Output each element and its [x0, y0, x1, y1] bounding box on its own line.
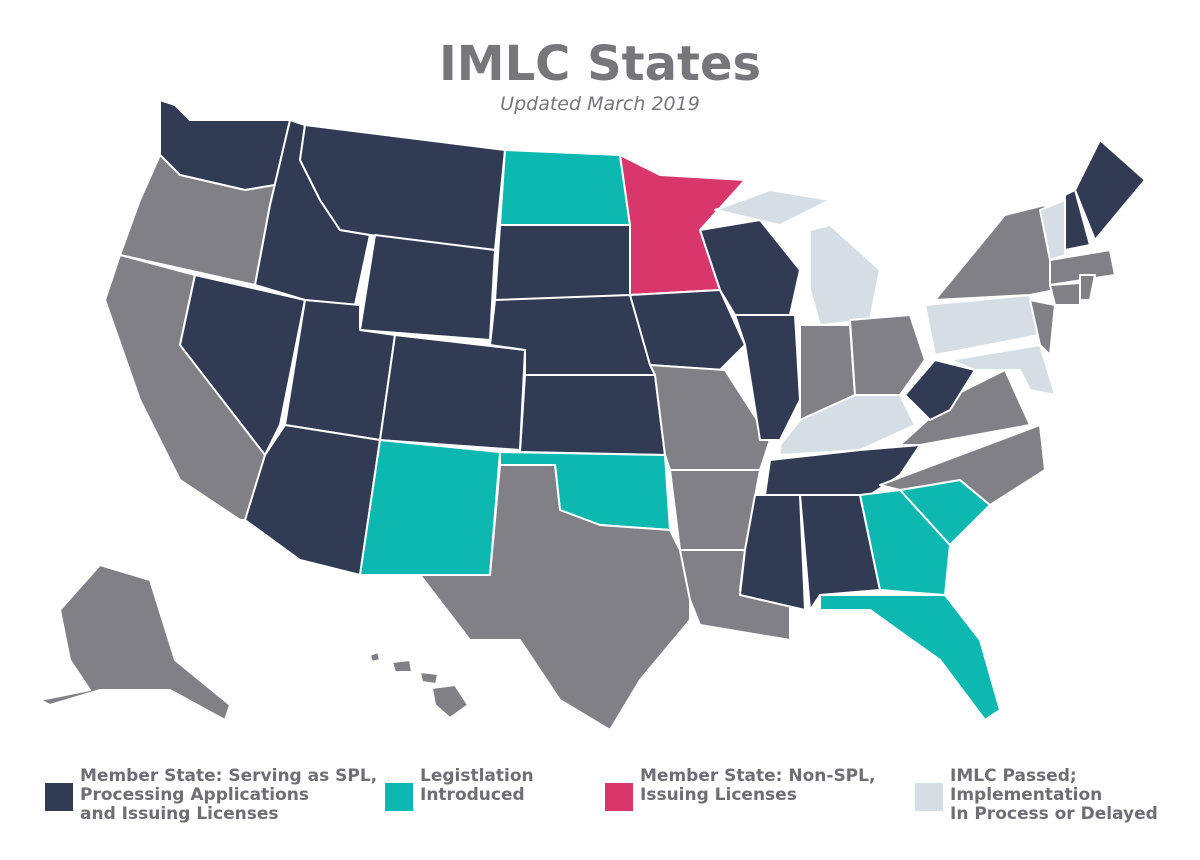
legend-line: Processing Applications: [80, 785, 309, 805]
state: [431, 684, 469, 719]
state: [629, 289, 746, 371]
legend-swatch: [385, 783, 413, 811]
state: [369, 651, 381, 663]
legend-label: Member State: Non-SPL, Issuing Licenses: [640, 766, 875, 805]
legend-line: Implementation: [950, 785, 1102, 805]
legend-swatch: [45, 783, 73, 811]
state: [859, 489, 951, 596]
state: [879, 424, 1046, 506]
state: [1049, 282, 1081, 306]
state: [714, 189, 831, 226]
state: [734, 314, 801, 441]
legend-line: Introduced: [420, 785, 525, 805]
legend-line: Member State: Non-SPL,: [640, 766, 875, 786]
state: [904, 359, 976, 421]
state: [1074, 139, 1146, 241]
legend-line: Issuing Licenses: [640, 785, 797, 805]
legend-line: Member State: Serving as SPL,: [80, 766, 377, 786]
state: [849, 314, 926, 396]
legend-label: Member State: Serving as SPL, Processing …: [80, 766, 377, 824]
legend-line: IMLC Passed;: [950, 766, 1077, 786]
state: [934, 204, 1056, 301]
us-map: [39, 99, 1146, 731]
state: [924, 294, 1041, 356]
state: [419, 671, 439, 685]
legend: Member State: Serving as SPL, Processing …: [45, 766, 1158, 824]
state: [819, 594, 1001, 721]
state: [1049, 249, 1116, 286]
state: [1039, 199, 1066, 261]
legend-line: and Issuing Licenses: [80, 804, 278, 824]
state: [39, 564, 231, 721]
legend-swatch: [605, 783, 633, 811]
legend-line: Legistlation: [420, 766, 534, 786]
state: [809, 224, 881, 326]
legend-label: Legistlation Introduced: [420, 766, 534, 805]
state: [494, 224, 631, 301]
state: [779, 394, 916, 456]
state: [379, 334, 526, 451]
state: [739, 494, 806, 611]
legend-swatch: [915, 783, 943, 811]
legend-label: IMLC Passed; Implementation In Process or …: [950, 766, 1158, 824]
legend-line: In Process or Delayed: [950, 804, 1158, 824]
state: [179, 274, 306, 456]
state: [419, 464, 691, 731]
state: [391, 659, 413, 673]
state: [1029, 299, 1056, 356]
state: [799, 494, 881, 611]
state: [519, 374, 666, 456]
title: IMLC States: [439, 36, 761, 92]
state: [359, 234, 496, 341]
state: [499, 149, 631, 226]
state: [1064, 189, 1091, 251]
subtitle: Updated March 2019: [500, 93, 700, 115]
state: [1079, 274, 1096, 301]
state: [359, 439, 501, 576]
